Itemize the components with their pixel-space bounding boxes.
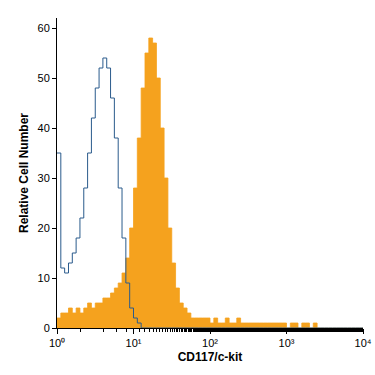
svg-text:20: 20 <box>38 222 50 234</box>
svg-text:10⁴: 10⁴ <box>355 337 372 349</box>
svg-text:10: 10 <box>38 272 50 284</box>
svg-text:10³: 10³ <box>279 337 295 349</box>
svg-text:10⁰: 10⁰ <box>49 337 65 349</box>
svg-text:60: 60 <box>38 22 50 34</box>
svg-text:10¹: 10¹ <box>126 337 142 349</box>
svg-text:CD117/c-kit: CD117/c-kit <box>178 350 243 364</box>
svg-text:Relative Cell Number: Relative Cell Number <box>17 113 31 233</box>
svg-text:40: 40 <box>38 122 50 134</box>
svg-text:50: 50 <box>38 72 50 84</box>
svg-text:10²: 10² <box>202 337 218 349</box>
svg-text:0: 0 <box>44 322 50 334</box>
svg-text:30: 30 <box>38 172 50 184</box>
